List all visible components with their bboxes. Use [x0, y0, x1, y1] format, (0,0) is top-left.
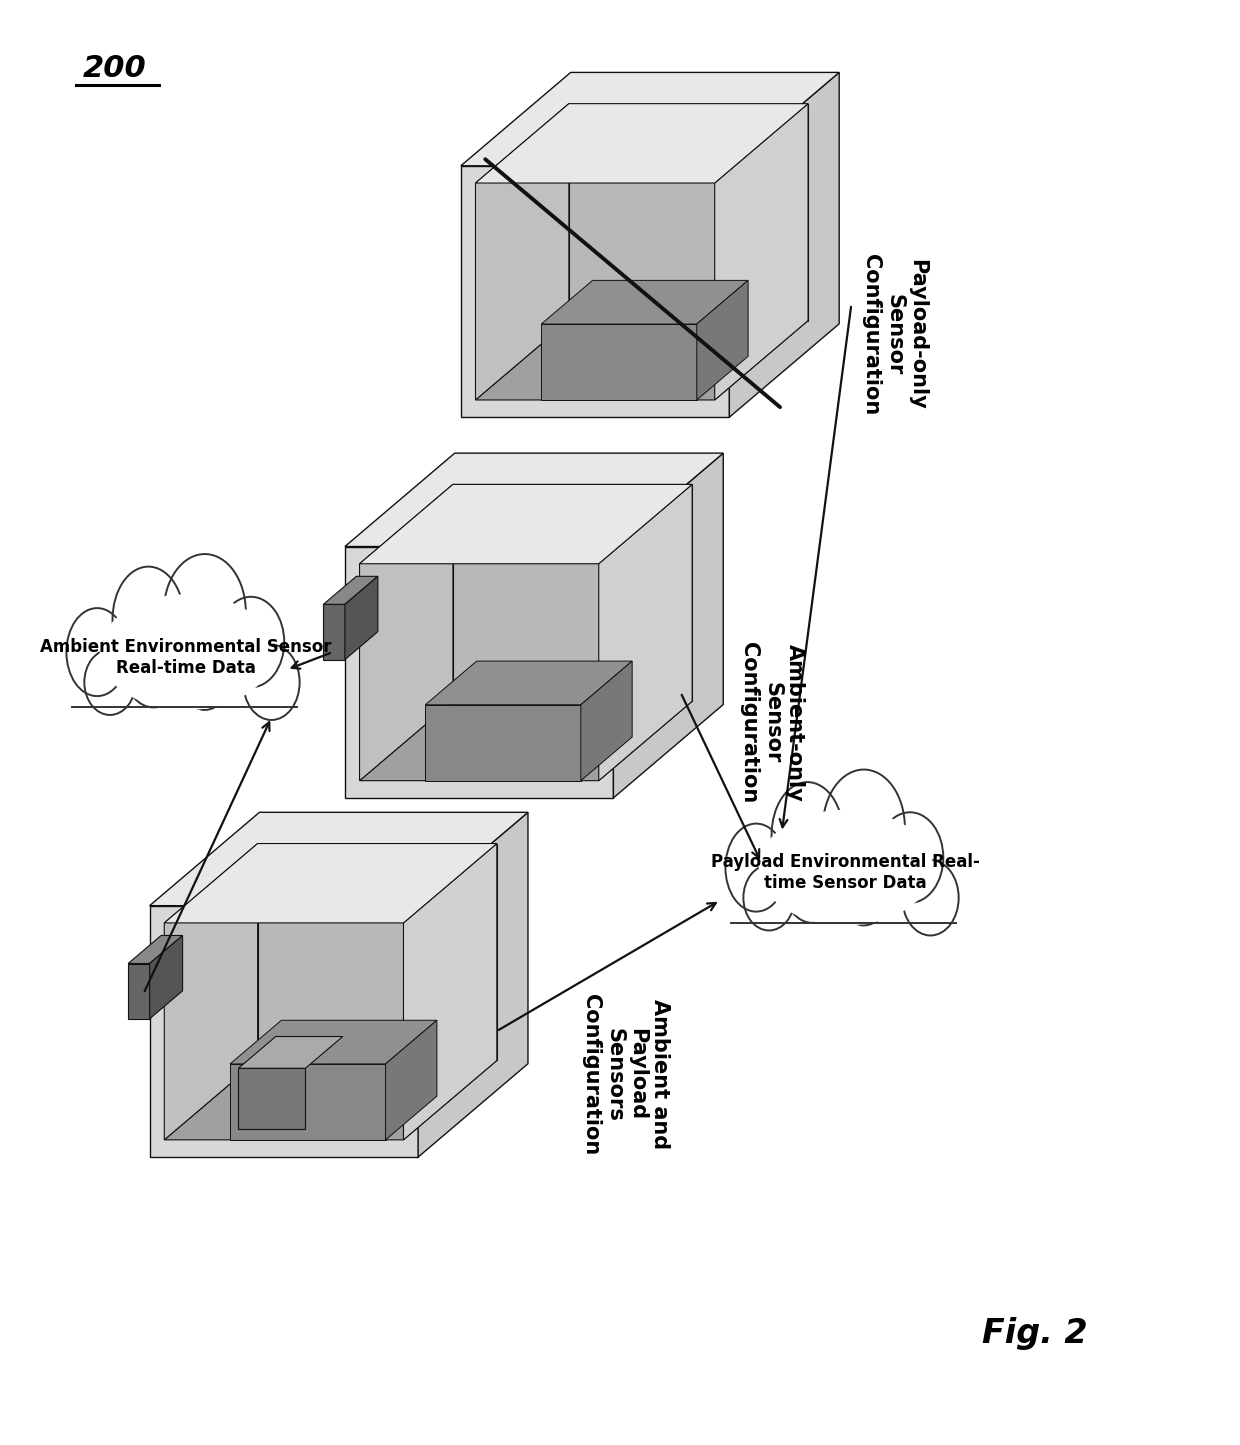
Polygon shape [150, 812, 528, 906]
Ellipse shape [759, 809, 932, 925]
Ellipse shape [84, 650, 135, 715]
Text: Ambient and
Payload
Sensors
Configuration: Ambient and Payload Sensors Configuratio… [580, 994, 671, 1155]
Text: Ambient-only
Sensor
Configuration: Ambient-only Sensor Configuration [739, 642, 805, 803]
Ellipse shape [823, 770, 905, 886]
Polygon shape [729, 72, 839, 418]
Polygon shape [258, 844, 497, 1061]
Polygon shape [345, 577, 378, 660]
Polygon shape [231, 1020, 436, 1064]
Ellipse shape [771, 782, 843, 887]
Polygon shape [150, 906, 418, 1157]
Polygon shape [324, 604, 345, 660]
Polygon shape [403, 844, 497, 1140]
Polygon shape [128, 964, 150, 1019]
Polygon shape [580, 662, 632, 780]
Polygon shape [360, 484, 453, 780]
Polygon shape [164, 844, 258, 1140]
Ellipse shape [217, 597, 284, 688]
Ellipse shape [113, 566, 185, 672]
Text: 200: 200 [83, 55, 146, 84]
Polygon shape [599, 484, 692, 780]
Polygon shape [231, 1064, 386, 1140]
Polygon shape [425, 662, 632, 705]
Ellipse shape [743, 866, 795, 931]
Ellipse shape [785, 853, 841, 923]
Text: Ambient Environmental Sensor
Real-time Data: Ambient Environmental Sensor Real-time D… [41, 637, 332, 676]
Ellipse shape [725, 824, 787, 912]
Ellipse shape [903, 860, 959, 935]
Polygon shape [569, 104, 808, 321]
Polygon shape [238, 1068, 305, 1129]
Polygon shape [714, 104, 808, 400]
Ellipse shape [877, 812, 944, 903]
Ellipse shape [756, 808, 936, 928]
Polygon shape [542, 280, 748, 324]
Polygon shape [425, 705, 580, 780]
Ellipse shape [179, 644, 231, 709]
Polygon shape [697, 280, 748, 400]
Polygon shape [345, 454, 723, 546]
Polygon shape [386, 1020, 436, 1140]
Polygon shape [475, 321, 808, 400]
Polygon shape [614, 454, 723, 798]
Polygon shape [164, 1061, 497, 1140]
Polygon shape [418, 812, 528, 1157]
Polygon shape [475, 104, 569, 400]
Polygon shape [360, 701, 692, 780]
Ellipse shape [164, 553, 246, 669]
Ellipse shape [67, 608, 128, 696]
Text: Payload-only
Sensor
Configuration: Payload-only Sensor Configuration [861, 254, 928, 415]
Polygon shape [128, 935, 182, 964]
Polygon shape [475, 104, 808, 184]
Polygon shape [164, 844, 497, 923]
Text: Payload Environmental Real-
time Sensor Data: Payload Environmental Real- time Sensor … [711, 853, 980, 892]
Ellipse shape [97, 592, 277, 712]
Polygon shape [238, 1036, 342, 1068]
Polygon shape [324, 577, 378, 604]
Ellipse shape [99, 594, 274, 709]
Ellipse shape [243, 644, 300, 720]
Text: Fig. 2: Fig. 2 [982, 1316, 1087, 1350]
Polygon shape [150, 935, 182, 1019]
Polygon shape [345, 546, 614, 798]
Polygon shape [542, 324, 697, 400]
Polygon shape [461, 72, 839, 166]
Ellipse shape [125, 637, 182, 708]
Ellipse shape [838, 860, 889, 925]
Polygon shape [453, 484, 692, 701]
Polygon shape [360, 484, 692, 564]
Polygon shape [461, 166, 729, 418]
